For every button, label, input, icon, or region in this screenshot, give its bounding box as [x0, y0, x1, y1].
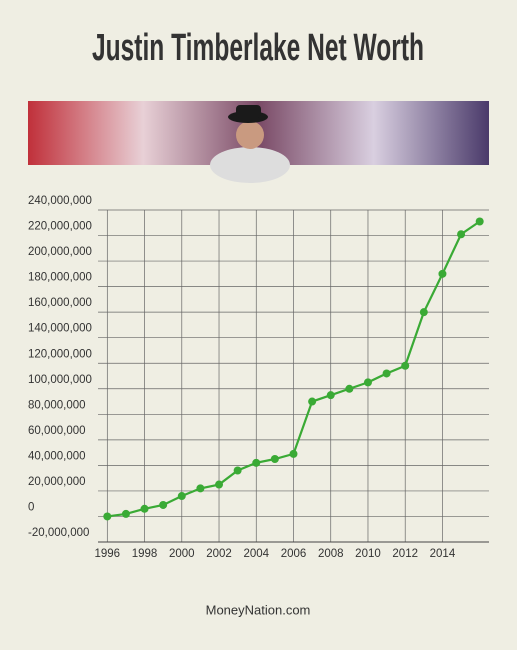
x-tick-label: 2006	[281, 548, 307, 560]
y-tick-label: 0	[28, 501, 34, 513]
y-tick-label: 60,000,000	[28, 425, 86, 437]
chart-title: Justin Timberlake Net Worth	[92, 27, 424, 69]
y-tick-label: -20,000,000	[28, 527, 89, 539]
x-tick-label: 1996	[95, 548, 121, 560]
point	[419, 308, 428, 317]
x-tick-label: 1998	[132, 548, 158, 560]
y-tick-label: 100,000,000	[28, 374, 92, 386]
point	[401, 361, 410, 370]
point	[382, 369, 391, 378]
point	[457, 230, 466, 239]
y-tick-label: 220,000,000	[28, 221, 92, 233]
x-tick-label: 2000	[169, 548, 195, 560]
x-tick-label: 2008	[318, 548, 344, 560]
y-tick-label: 120,000,000	[28, 348, 92, 360]
point	[475, 217, 484, 226]
point	[233, 466, 242, 475]
x-tick-label: 2004	[243, 548, 269, 560]
source: MoneyNation.com	[206, 602, 311, 617]
point	[121, 509, 130, 518]
point	[177, 492, 186, 501]
x-tick-label: 2010	[355, 548, 381, 560]
point	[308, 397, 317, 406]
point	[326, 391, 335, 400]
x-tick-label: 2002	[206, 548, 232, 560]
point	[252, 458, 261, 467]
point	[438, 269, 447, 278]
point	[270, 455, 279, 463]
x-tick-label: 2012	[392, 548, 418, 560]
point	[196, 484, 205, 493]
y-tick-label: 160,000,000	[28, 297, 92, 309]
y-tick-label: 20,000,000	[28, 476, 86, 488]
y-tick-label: 200,000,000	[28, 246, 92, 258]
banner-photo	[28, 101, 489, 183]
point	[140, 504, 149, 513]
x-tick-label: 2014	[430, 548, 456, 560]
y-tick-label: 140,000,000	[28, 323, 92, 335]
y-tick-label: 40,000,000	[28, 450, 86, 462]
point	[103, 512, 112, 521]
point	[345, 384, 354, 393]
y-tick-label: 80,000,000	[28, 399, 86, 411]
point	[215, 480, 224, 489]
y-tick-label: 180,000,000	[28, 272, 92, 284]
point	[159, 500, 168, 509]
y-tick-label: 240,000,000	[28, 195, 92, 207]
point	[289, 449, 298, 458]
point	[363, 378, 372, 387]
